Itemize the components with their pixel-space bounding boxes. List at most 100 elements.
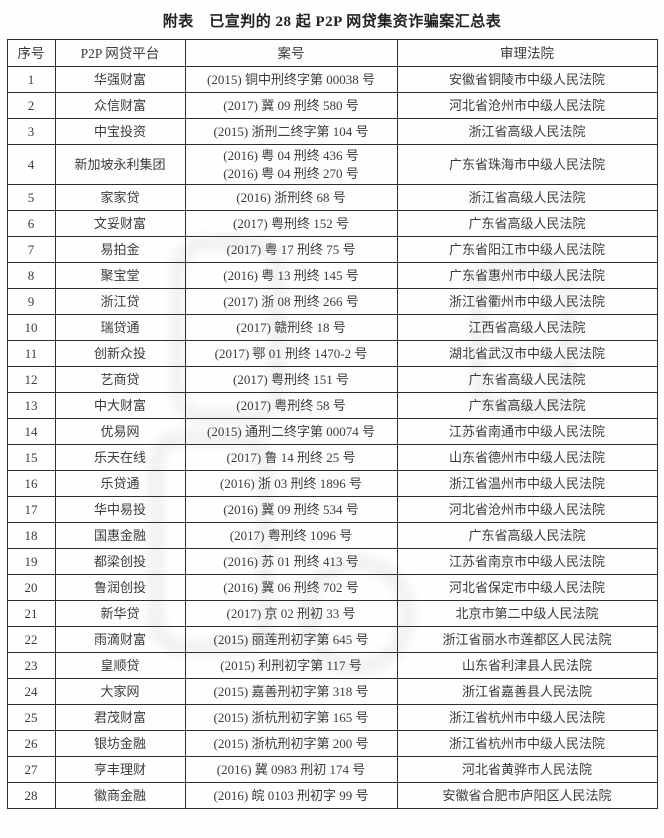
table-row: 11 创新众投 (2017) 鄂 01 刑终 1470-2 号 湖北省武汉市中级…: [6, 340, 658, 367]
cell-no: 14: [6, 418, 56, 445]
cell-case: (2016) 皖 0103 刑初字 99 号: [184, 782, 398, 809]
cell-court: 浙江省高级人民法院: [396, 184, 658, 211]
cell-no: 27: [6, 756, 56, 783]
cell-platform: 亨丰理财: [54, 756, 186, 783]
cell-case: (2017) 粤刑终 1096 号: [184, 522, 398, 549]
table-row: 13 中大财富 (2017) 粤刑终 58 号 广东省高级人民法院: [6, 392, 658, 419]
cell-platform: 优易网: [54, 418, 186, 445]
cell-platform: 鲁润创投: [54, 574, 186, 601]
cell-no: 22: [6, 626, 56, 653]
column-header-platform: P2P 网贷平台: [54, 39, 186, 67]
cell-case: (2015) 通刑二终字第 00074 号: [184, 418, 398, 445]
cell-case: (2017) 鲁 14 刑终 25 号: [184, 444, 398, 471]
cell-platform: 大家网: [54, 678, 186, 705]
cell-case: (2016) 冀 06 刑终 702 号: [184, 574, 398, 601]
table-row: 5 家家贷 (2016) 浙刑终 68 号 浙江省高级人民法院: [6, 184, 658, 211]
cell-no: 20: [6, 574, 56, 601]
cell-platform: 瑞贷通: [54, 314, 186, 341]
cell-court: 江苏省南通市中级人民法院: [396, 418, 658, 445]
cell-court: 广东省高级人民法院: [396, 366, 658, 393]
table-row: 7 易拍金 (2017) 粤 17 刑终 75 号 广东省阳江市中级人民法院: [6, 236, 658, 263]
cell-court: 安徽省铜陵市中级人民法院: [396, 66, 658, 93]
page-title: 附表 已宣判的 28 起 P2P 网贷集资诈骗案汇总表: [162, 14, 502, 30]
cell-platform: 徽商金融: [54, 782, 186, 809]
column-header-court: 审理法院: [396, 39, 658, 67]
cell-case: (2015) 浙杭刑初字第 200 号: [184, 730, 398, 757]
table-row: 26 银坊金融 (2015) 浙杭刑初字第 200 号 浙江省杭州市中级人民法院: [6, 730, 658, 757]
cell-case: (2017) 浙 08 刑终 266 号: [184, 288, 398, 315]
cell-case: (2017) 粤刑终 151 号: [184, 366, 398, 393]
cell-case: (2017) 京 02 刑初 33 号: [184, 600, 398, 627]
cell-court: 浙江省丽水市莲都区人民法院: [396, 626, 658, 653]
cell-case: (2015) 利刑初字第 117 号: [184, 652, 398, 679]
cell-case: (2015) 浙刑二终字第 104 号: [184, 118, 398, 145]
cell-case: (2016) 浙 03 刑终 1896 号: [184, 470, 398, 497]
cell-platform: 家家贷: [54, 184, 186, 211]
table-row: 4 新加坡永利集团 (2016) 粤 04 刑终 436 号 (2016) 粤 0…: [6, 144, 658, 185]
table-row: 16 乐贷通 (2016) 浙 03 刑终 1896 号 浙江省温州市中级人民法…: [6, 470, 658, 497]
cell-court: 河北省保定市中级人民法院: [396, 574, 658, 601]
cell-no: 9: [6, 288, 56, 315]
cell-platform: 都梁创投: [54, 548, 186, 575]
table-row: 20 鲁润创投 (2016) 冀 06 刑终 702 号 河北省保定市中级人民法…: [6, 574, 658, 601]
cell-case: (2017) 粤刑终 152 号: [184, 210, 398, 237]
cell-platform: 国惠金融: [54, 522, 186, 549]
table-row: 9 浙江贷 (2017) 浙 08 刑终 266 号 浙江省衢州市中级人民法院: [6, 288, 658, 315]
cell-no: 16: [6, 470, 56, 497]
column-header-no: 序号: [6, 39, 56, 67]
table-row: 12 艺商贷 (2017) 粤刑终 151 号 广东省高级人民法院: [6, 366, 658, 393]
table-row: 27 亨丰理财 (2016) 冀 0983 刑初 174 号 河北省黄骅市人民法…: [6, 756, 658, 783]
cell-court: 北京市第二中级人民法院: [396, 600, 658, 627]
cell-court: 河北省沧州市中级人民法院: [396, 92, 658, 119]
cell-case: (2017) 冀 09 刑终 580 号: [184, 92, 398, 119]
cell-no: 13: [6, 392, 56, 419]
cell-no: 25: [6, 704, 56, 731]
cell-no: 1: [6, 66, 56, 93]
table-row: 17 华中易投 (2016) 冀 09 刑终 534 号 河北省沧州市中级人民法…: [6, 496, 658, 523]
table-row: 8 聚宝堂 (2016) 粤 13 刑终 145 号 广东省惠州市中级人民法院: [6, 262, 658, 289]
cell-no: 12: [6, 366, 56, 393]
cell-case: (2017) 鄂 01 刑终 1470-2 号: [184, 340, 398, 367]
cell-case: (2017) 粤刑终 58 号: [184, 392, 398, 419]
cell-no: 5: [6, 184, 56, 211]
cell-no: 21: [6, 600, 56, 627]
cell-platform: 华中易投: [54, 496, 186, 523]
cell-case: (2016) 冀 0983 刑初 174 号: [184, 756, 398, 783]
cell-no: 19: [6, 548, 56, 575]
table-row: 10 瑞贷通 (2017) 赣刑终 18 号 江西省高级人民法院: [6, 314, 658, 341]
cell-no: 18: [6, 522, 56, 549]
cell-case: (2015) 丽莲刑初字第 645 号: [184, 626, 398, 653]
cell-platform: 文妥财富: [54, 210, 186, 237]
cell-case: (2016) 粤 13 刑终 145 号: [184, 262, 398, 289]
table-row: 28 徽商金融 (2016) 皖 0103 刑初字 99 号 安徽省合肥市庐阳区…: [6, 782, 658, 809]
cell-case: (2016) 冀 09 刑终 534 号: [184, 496, 398, 523]
cell-case: (2015) 浙杭刑初字第 165 号: [184, 704, 398, 731]
cell-court: 广东省珠海市中级人民法院: [396, 144, 658, 185]
cell-court: 浙江省温州市中级人民法院: [396, 470, 658, 497]
cell-case: (2016) 粤 04 刑终 436 号 (2016) 粤 04 刑终 270 号: [184, 144, 398, 185]
cell-platform: 艺商贷: [54, 366, 186, 393]
cell-platform: 新加坡永利集团: [54, 144, 186, 185]
table-row: 2 众信财富 (2017) 冀 09 刑终 580 号 河北省沧州市中级人民法院: [6, 92, 658, 119]
cell-court: 江苏省南京市中级人民法院: [396, 548, 658, 575]
cell-platform: 新华贷: [54, 600, 186, 627]
cell-no: 17: [6, 496, 56, 523]
cell-platform: 浙江贷: [54, 288, 186, 315]
cell-no: 11: [6, 340, 56, 367]
cell-platform: 易拍金: [54, 236, 186, 263]
cell-no: 28: [6, 782, 56, 809]
cell-case: (2016) 苏 01 刑终 413 号: [184, 548, 398, 575]
cell-no: 26: [6, 730, 56, 757]
cell-no: 4: [6, 144, 56, 185]
cell-no: 3: [6, 118, 56, 145]
table-row: 23 皇顺贷 (2015) 利刑初字第 117 号 山东省利津县人民法院: [6, 652, 658, 679]
table-header-row: 序号 P2P 网贷平台 案号 审理法院: [6, 39, 658, 67]
cell-court: 浙江省杭州市中级人民法院: [396, 704, 658, 731]
cell-court: 广东省惠州市中级人民法院: [396, 262, 658, 289]
cell-court: 广东省高级人民法院: [396, 392, 658, 419]
table-row: 6 文妥财富 (2017) 粤刑终 152 号 广东省高级人民法院: [6, 210, 658, 237]
cell-no: 15: [6, 444, 56, 471]
cell-platform: 乐天在线: [54, 444, 186, 471]
cell-court: 广东省高级人民法院: [396, 210, 658, 237]
